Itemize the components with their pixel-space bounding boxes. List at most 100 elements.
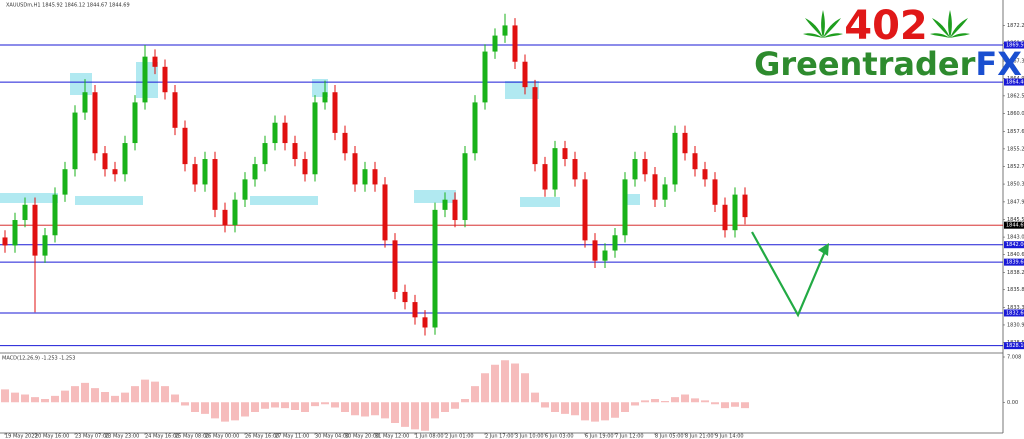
candle-body <box>722 204 728 231</box>
x-tick-label: 23 May 23:00 <box>105 434 139 439</box>
candle-body <box>682 132 688 154</box>
candle-body <box>122 143 128 175</box>
x-tick-label: 30 May 04:00 <box>315 434 349 439</box>
y-tick-label: 1867.30 <box>1007 59 1024 65</box>
candle-body <box>662 184 668 200</box>
x-tick-label: 1 Jun 08:00 <box>415 434 444 439</box>
y-tick-label: 1862.50 <box>1007 93 1024 99</box>
candle-body <box>42 235 48 256</box>
highlight-zone <box>626 194 640 205</box>
projection-arrowhead <box>818 243 829 256</box>
candle-body <box>112 169 118 175</box>
candle-body <box>612 235 618 251</box>
candle-body <box>542 164 548 190</box>
candle-body <box>442 199 448 210</box>
x-tick-label: 27 May 11:00 <box>275 434 309 439</box>
y-tick-label: 1833.35 <box>1007 305 1024 311</box>
logo-name-main: Greentrader <box>754 45 976 83</box>
level-label: 1864.40 <box>1006 80 1024 86</box>
candle-body <box>82 92 88 113</box>
x-tick-label: 8 Jun 21:00 <box>685 434 714 439</box>
candle-body <box>592 240 598 261</box>
candle-body <box>232 199 238 226</box>
logo-name: GreentraderFX <box>754 45 1022 83</box>
y-tick-label: 1850.35 <box>1007 182 1024 188</box>
highlight-zone <box>414 190 456 203</box>
candle-body <box>22 204 28 221</box>
candle-body <box>152 56 158 67</box>
candle-body <box>252 164 258 180</box>
level-label: 1869.50 <box>1006 43 1024 49</box>
y-tick-label: 1830.95 <box>1007 322 1024 328</box>
candle-body <box>162 66 168 93</box>
candle-body <box>242 179 248 200</box>
candle-body <box>502 25 508 36</box>
candle-body <box>402 291 408 303</box>
candle-body <box>62 169 68 195</box>
candle-body <box>12 220 18 246</box>
candle-body <box>602 250 608 261</box>
projection-arrow <box>751 231 828 318</box>
y-tick-label: 1835.80 <box>1007 287 1024 293</box>
level-label: 1828.10 <box>1006 343 1024 349</box>
highlight-zone <box>0 193 58 203</box>
candle-body <box>522 61 528 88</box>
candle-body <box>92 92 98 154</box>
candle-body <box>462 153 468 221</box>
current-price-label: 1844.69 <box>1006 223 1024 229</box>
highlight-zone <box>505 81 539 99</box>
x-tick-label: 6 Jun 19:00 <box>585 434 614 439</box>
candle-body <box>412 302 418 318</box>
candle-body <box>372 169 378 185</box>
candle-body <box>392 240 398 292</box>
candle-body <box>672 132 678 185</box>
candle-body <box>202 159 208 185</box>
level-label-box <box>1004 258 1024 266</box>
x-tick-label: 25 May 08:00 <box>175 434 209 439</box>
candle-body <box>632 159 638 180</box>
candle-body <box>562 148 568 160</box>
candle-body <box>342 132 348 154</box>
highlight-zone <box>70 73 92 95</box>
candle-body <box>492 35 498 52</box>
candle-body <box>292 143 298 160</box>
candle-body <box>382 184 388 241</box>
y-tick-label: 1840.65 <box>1007 252 1024 258</box>
leaf-left <box>803 10 843 38</box>
x-tick-label: 26 May 00:00 <box>205 434 239 439</box>
x-tick-label: 19 May 2022 <box>5 434 38 439</box>
level-label-box <box>1004 78 1024 86</box>
x-tick-label: 24 May 16:00 <box>145 434 179 439</box>
logo-number: 402 <box>844 3 928 49</box>
candle-body <box>512 25 518 62</box>
logo: 402 GreentraderFX <box>754 3 1022 83</box>
candle-body <box>432 209 438 328</box>
candle-body <box>262 143 268 165</box>
candle-body <box>352 153 358 185</box>
candle-body <box>652 174 658 200</box>
candle-body <box>322 92 328 103</box>
level-label: 1842.00 <box>1006 242 1024 248</box>
candle-body <box>312 102 318 175</box>
x-tick-label: 9 Jun 14:00 <box>715 434 744 439</box>
candle-body <box>182 127 188 165</box>
candle-body <box>102 153 108 170</box>
candle-body <box>272 122 278 144</box>
candle-body <box>282 122 288 144</box>
leaf-right <box>930 10 970 38</box>
x-tick-label: 2 Jun 01:00 <box>445 434 474 439</box>
x-tick-label: 3 Jun 10:00 <box>515 434 544 439</box>
highlight-zone <box>520 197 560 207</box>
level-label-box <box>1004 309 1024 317</box>
x-tick-label: 26 May 16:00 <box>245 434 279 439</box>
candle-body <box>52 194 58 236</box>
candle-body <box>532 87 538 165</box>
candle-body <box>2 237 8 246</box>
y-tick-label: 1852.75 <box>1007 164 1024 170</box>
candle-body <box>332 92 338 133</box>
chart-title: XAUUSDm,H1 1845.92 1846.12 1844.67 1844.… <box>6 3 130 9</box>
y-tick-label: 1845.50 <box>1007 217 1024 223</box>
current-price-box <box>1004 221 1024 229</box>
x-tick-label: 7 Jun 12:00 <box>615 434 644 439</box>
indicator-title: MACD(12,26,9) -1.253 -1.253 <box>2 356 75 362</box>
